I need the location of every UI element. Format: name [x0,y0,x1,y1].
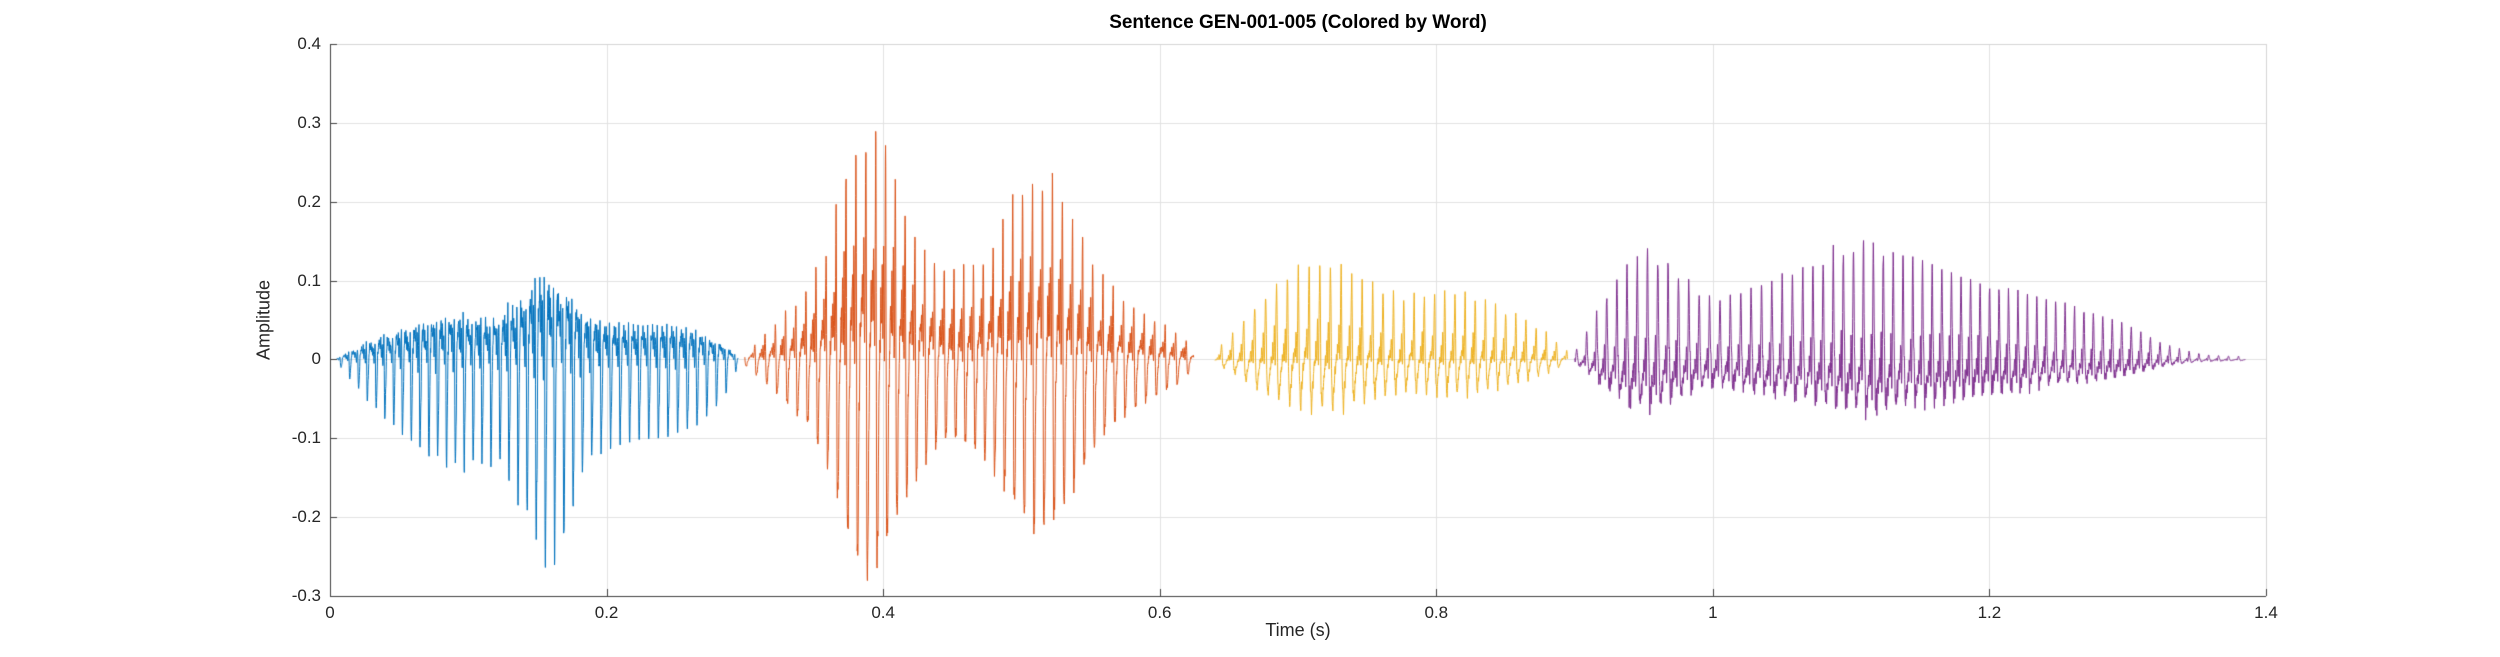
x-axis-label: Time (s) [1265,620,1331,640]
x-tick-label: 0.8 [1424,603,1449,622]
x-tick-label: 0.2 [594,603,619,622]
x-tick-label: 1 [1708,603,1718,622]
x-tick-label: 1.2 [1977,603,2002,622]
x-tick-label: 1.4 [2254,603,2278,622]
y-tick-label: 0.4 [297,34,321,53]
y-tick-label: -0.2 [291,507,321,527]
y-axis-label: Amplitude [253,279,274,361]
x-tick-label: 0.6 [1147,603,1172,622]
x-tick-label: 0.4 [871,603,895,622]
y-tick-label: 0.1 [297,270,321,290]
y-tick-label: 0.3 [297,112,321,132]
x-tick-label: 0 [325,603,335,622]
chart-title: Sentence GEN-001-005 (Colored by Word) [1109,12,1487,33]
y-tick-label: -0.3 [291,586,321,605]
y-tick-label: -0.1 [291,428,321,448]
y-tick-label: 0.2 [297,191,321,211]
y-tick-label: 0 [311,349,321,369]
